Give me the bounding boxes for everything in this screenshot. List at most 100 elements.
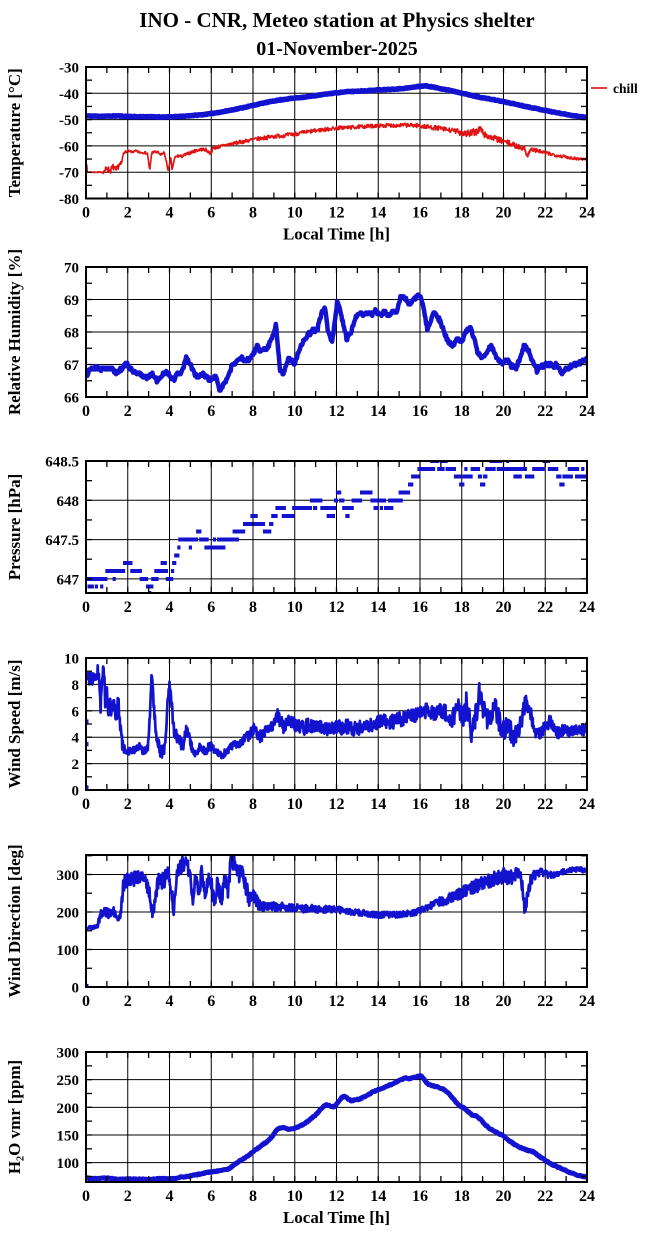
wind_speed-xtick-label: 6 [207,796,215,813]
humidity-ytick-label: 69 [64,293,79,309]
temperature-xtick-label: 14 [370,205,386,222]
h2o-ytick-label: 200 [57,1101,80,1117]
pressure-ytick-label: 648 [57,494,80,510]
wind_speed-ytick-label: 2 [72,757,80,773]
h2o-xtick-label: 4 [166,1188,174,1205]
wind_direction-xtick-label: 24 [579,993,595,1010]
pressure-ylabel: Pressure [hPa] [5,474,24,581]
wind_speed-ytick-label: 6 [72,704,80,720]
pressure-xtick-label: 0 [82,599,90,616]
humidity-xtick-label: 14 [370,403,386,420]
temperature-xtick-label: 24 [579,205,595,222]
wind_speed-xtick-label: 14 [370,796,386,813]
wind_direction-xtick-label: 22 [537,993,553,1010]
wind_speed-xtick-label: 12 [329,796,345,813]
h2o-xtick-label: 10 [287,1188,303,1205]
h2o-xtick-label: 18 [454,1188,470,1205]
wind_speed-xtick-label: 18 [454,796,470,813]
pressure-xtick-label: 16 [412,599,428,616]
h2o-xtick-label: 24 [579,1188,595,1205]
pressure-xtick-label: 6 [207,599,215,616]
wind_speed-ticks [85,657,588,791]
wind_direction-xtick-label: 4 [166,993,174,1010]
wind_direction-ylabel: Wind Direction [deg] [5,844,24,997]
temperature-ytick-label: -30 [59,61,79,77]
h2o-xtick-label: 14 [370,1188,386,1205]
humidity-xtick-label: 24 [579,403,595,420]
wind_speed-xtick-label: 10 [287,796,303,813]
humidity-ytick-label: 68 [64,326,79,342]
wind_direction-xtick-label: 14 [370,993,386,1010]
humidity-xtick-label: 8 [249,403,257,420]
pressure-xtick-label: 12 [329,599,345,616]
temperature-xtick-label: 22 [537,205,553,222]
temperature-ticks [85,66,588,200]
temperature-xtick-label: 6 [207,205,215,222]
pressure-gridlines [86,461,587,593]
temperature-xtick-label: 4 [166,205,174,222]
h2o-ytick-label: 250 [57,1073,80,1089]
h2o-ytick-label: 150 [57,1128,80,1144]
humidity-xtick-label: 22 [537,403,553,420]
pressure-xtick-label: 10 [287,599,303,616]
temperature-ytick-label: -70 [59,166,79,182]
wind_direction-ytick-label: 200 [57,906,80,922]
humidity-xtick-label: 4 [166,403,174,420]
temperature-legend: chill [591,81,638,96]
temperature-ytick-label: -40 [59,87,79,103]
humidity-series-group [85,292,588,393]
temperature-xtick-label: 8 [249,205,257,222]
page-date: 01-November-2025 [256,38,417,60]
pressure-xtick-label: 20 [496,599,512,616]
temperature-ylabel: Temperature [°C] [5,68,24,197]
humidity-xtick-label: 16 [412,403,428,420]
temperature-xlabel: Local Time [h] [283,225,390,244]
wind_speed-ylabel: Wind Speed [m/s] [5,659,24,788]
humidity-ylabel: Relative Humidity [%] [5,249,24,415]
h2o-xtick-label: 22 [537,1188,553,1205]
page-title: INO - CNR, Meteo station at Physics shel… [139,8,534,32]
humidity-ytick-label: 67 [64,358,80,374]
h2o-xtick-label: 12 [329,1188,345,1205]
pressure-ytick-label: 647 [57,572,80,588]
temperature-gridlines [86,67,587,199]
h2o-ytick-label: 300 [57,1046,80,1062]
wind_speed-ytick-label: 10 [64,652,79,668]
wind_direction-xtick-label: 18 [454,993,470,1010]
humidity-ticks [85,266,588,398]
wind_speed-ytick-label: 4 [72,731,80,747]
temperature-air-temperature-line [85,82,588,120]
pressure-ytick-label: 648.5 [45,455,79,471]
humidity-ytick-label: 66 [64,391,80,407]
wind_direction-ytick-label: 300 [57,868,80,884]
pressure-xtick-label: 4 [166,599,174,616]
humidity-xtick-label: 20 [496,403,512,420]
wind_speed-wind-speed-line [85,664,588,760]
h2o-ticks [85,1051,588,1182]
temperature-ytick-label: -50 [59,113,79,129]
humidity-xtick-label: 6 [207,403,215,420]
temperature-series-group [85,82,588,175]
pressure-ticks [85,460,588,593]
pressure-xtick-label: 2 [124,599,132,616]
pressure-xtick-label: 14 [370,599,386,616]
wind_speed-xtick-label: 8 [249,796,257,813]
legend-label: chill [613,81,638,96]
h2o-xtick-label: 2 [124,1188,132,1205]
h2o-xtick-label: 6 [207,1188,215,1205]
wind_direction-xtick-label: 8 [249,993,257,1010]
wind_speed-ytick-label: 8 [72,678,80,694]
wind_direction-wind-direction-line [85,854,588,931]
humidity-xtick-label: 18 [454,403,470,420]
pressure-xtick-label: 18 [454,599,470,616]
temperature-ytick-label: -60 [59,139,79,155]
wind_direction-xtick-label: 12 [329,993,345,1010]
humidity-relative-humidity-line [85,292,588,393]
humidity-xtick-label: 0 [82,403,90,420]
h2o-xtick-label: 0 [82,1188,90,1205]
